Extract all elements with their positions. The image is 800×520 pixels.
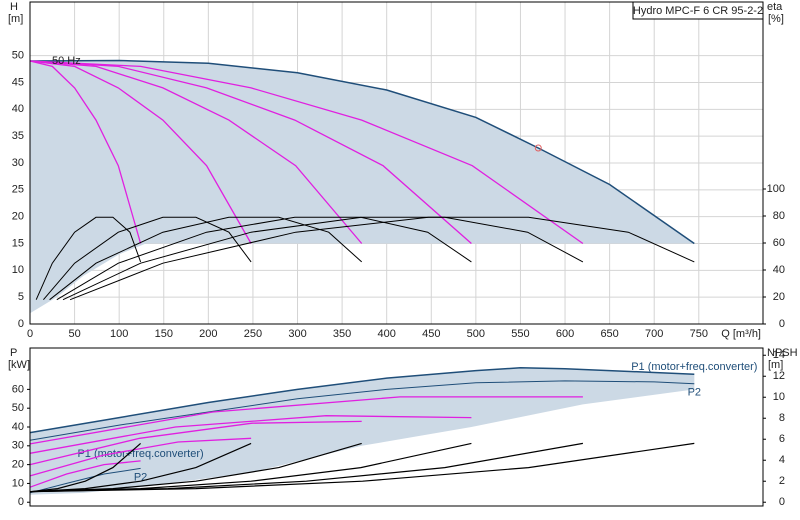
y-tick-label: 5 [18,291,24,303]
plot-frame [29,347,764,507]
y-axis-unit: [m] [8,13,23,25]
x-tick-label: 750 [690,328,708,340]
x-tick-label: 350 [333,328,351,340]
y-tick-label: 0 [18,318,24,330]
y-tick-label: 10 [12,477,24,489]
x-tick-label: 600 [556,328,574,340]
title-box [632,1,764,20]
curve [29,442,695,493]
y-tick-label: 45 [12,76,24,88]
y-tick-label: 40 [12,421,24,433]
y-tick-label: 35 [12,130,24,142]
x-tick-label: 250 [244,328,262,340]
y-axis-label: H [10,1,18,13]
chart-title: Hydro MPC-F 6 CR 95-2-2 [633,5,763,17]
curve [62,216,584,301]
curve [29,60,584,245]
series-label: P1 (motor+freq.converter) [631,361,757,373]
series-label: P2 [688,387,701,399]
y-tick-label: 30 [12,157,24,169]
y2-tick-label: 6 [779,433,785,445]
x-tick-label: 550 [511,328,529,340]
x-tick-label: 450 [422,328,440,340]
y2-tick-label: 2 [779,475,785,487]
y-tick-label: 25 [12,184,24,196]
curve [29,467,141,494]
curve [29,437,252,477]
x-tick-label: 700 [645,328,663,340]
x-tick-label: 100 [110,328,128,340]
curve [29,60,252,244]
y-tick-label: 60 [12,383,24,395]
x-tick-label: 0 [27,328,33,340]
y2-tick-label: 80 [773,210,785,222]
y2-tick-label: 0 [779,318,785,330]
x-tick-label: 150 [155,328,173,340]
x-tick-label: 50 [68,328,80,340]
curve [29,60,363,244]
y-tick-label: 10 [12,264,24,276]
y-tick-label: 20 [12,459,24,471]
y-tick-label: 30 [12,440,24,452]
y-tick-label: 50 [12,50,24,62]
y-tick-label: 15 [12,237,24,249]
curve [49,216,363,301]
y-tick-label: 50 [12,402,24,414]
y2-tick-label: 12 [773,370,785,382]
y2-tick-label: 60 [773,237,785,249]
y-tick-label: 0 [18,496,24,508]
operating-region [30,60,695,314]
plot-frame [29,1,764,325]
y2-axis-unit: [m] [768,359,783,371]
y2-tick-label: 0 [779,496,785,508]
y-axis-unit: [kW] [8,359,30,371]
y-axis-label: P [10,347,17,359]
curve [29,420,362,466]
operating-region [30,367,695,495]
y2-tick-label: 100 [767,183,785,195]
x-tick-label: 650 [600,328,618,340]
curve [29,367,695,434]
y2-tick-label: 8 [779,412,785,424]
x-tick-label: 400 [378,328,396,340]
y-tick-label: 40 [12,103,24,115]
curve [56,216,472,301]
curve [29,442,141,493]
y2-tick-label: 10 [773,391,785,403]
curve [69,216,695,301]
curve [29,415,472,454]
y2-tick-label: 20 [773,291,785,303]
x-tick-label: 200 [199,328,217,340]
x-axis-label: Q [m³/h] [721,328,761,340]
y-tick-label: 20 [12,211,24,223]
curve [35,216,142,300]
x-tick-label: 300 [288,328,306,340]
y2-tick-label: 4 [779,454,785,466]
curve [43,216,252,301]
y2-axis-unit: [%] [768,13,784,25]
curve [29,442,252,493]
curve [29,460,141,488]
curve [29,60,142,244]
series-label: P1 (motor+freq.converter) [77,448,203,460]
y2-axis-label: eta [767,1,783,13]
x-tick-label: 500 [467,328,485,340]
duty-point [534,144,542,152]
y2-axis-label: NPSH [767,347,798,359]
curve [29,59,695,245]
curve [29,396,583,445]
curve [29,380,695,441]
y2-tick-label: 14 [773,349,785,361]
curve [29,60,472,244]
annotation: 50 Hz [52,55,81,67]
y2-tick-label: 40 [773,264,785,276]
